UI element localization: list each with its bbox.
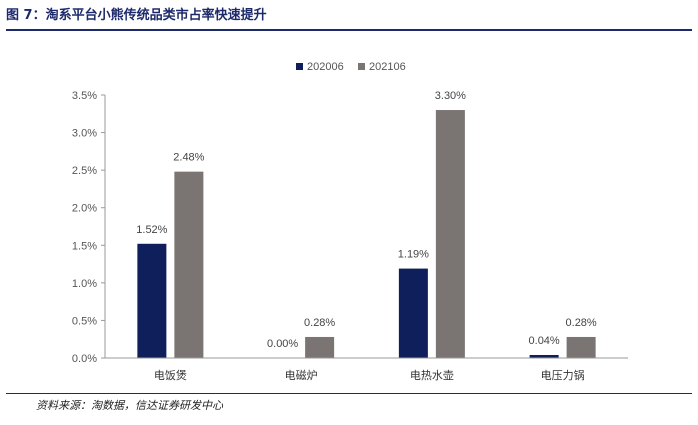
data-labels: 1.52% 0.00% 1.19% 0.04% 2.48% 0.28% 3.30% 0.28% xyxy=(136,90,597,350)
bar xyxy=(137,243,167,358)
y-tick-label: 2.5% xyxy=(72,165,97,177)
x-category-label: 电磁炉 xyxy=(285,369,318,382)
x-category-label: 电热水壶 xyxy=(410,368,454,382)
data-label: 3.30% xyxy=(435,90,466,102)
source-note: 资料来源：淘数据，信达证券研发中心 xyxy=(36,399,223,412)
data-label: 0.28% xyxy=(304,317,335,329)
data-label: 1.52% xyxy=(136,224,167,236)
x-category-label: 电压力锅 xyxy=(541,369,585,382)
data-label: 2.48% xyxy=(173,152,204,164)
bar xyxy=(305,336,335,358)
legend-label: 202006 xyxy=(307,61,344,73)
y-tick-label: 3.0% xyxy=(72,128,97,140)
legend-label: 202106 xyxy=(369,61,406,73)
bar xyxy=(529,354,559,358)
figure-title: 图 7：淘系平台小熊传统品类市占率快速提升 xyxy=(6,8,267,23)
bar xyxy=(398,268,428,358)
source-rule xyxy=(6,393,692,394)
y-axis: 0.0% 0.5% 1.0% 1.5% 2.0% 2.5% 3.0% 3.5% xyxy=(72,90,106,365)
bar xyxy=(435,110,465,359)
y-tick-label: 1.0% xyxy=(72,278,97,290)
chart-legend: 202006 202106 xyxy=(296,61,406,73)
y-tick-label: 1.5% xyxy=(72,240,97,252)
title-rule xyxy=(6,29,692,31)
data-label: 0.04% xyxy=(529,335,560,347)
bars xyxy=(137,110,596,359)
y-tick-label: 3.5% xyxy=(72,90,97,102)
data-label: 1.19% xyxy=(398,249,429,261)
bar xyxy=(566,336,596,358)
legend-swatch xyxy=(358,63,365,70)
y-tick-label: 0.0% xyxy=(72,353,97,365)
x-axis: 电饭煲 电磁炉 电热水壶 电压力锅 xyxy=(105,357,628,382)
legend-swatch xyxy=(296,63,303,70)
x-category-label: 电饭煲 xyxy=(154,369,187,382)
data-label: 0.00% xyxy=(267,338,298,350)
data-label: 0.28% xyxy=(566,317,597,329)
y-tick-label: 2.0% xyxy=(72,203,97,215)
y-tick-label: 0.5% xyxy=(72,315,97,327)
bar xyxy=(174,171,204,358)
